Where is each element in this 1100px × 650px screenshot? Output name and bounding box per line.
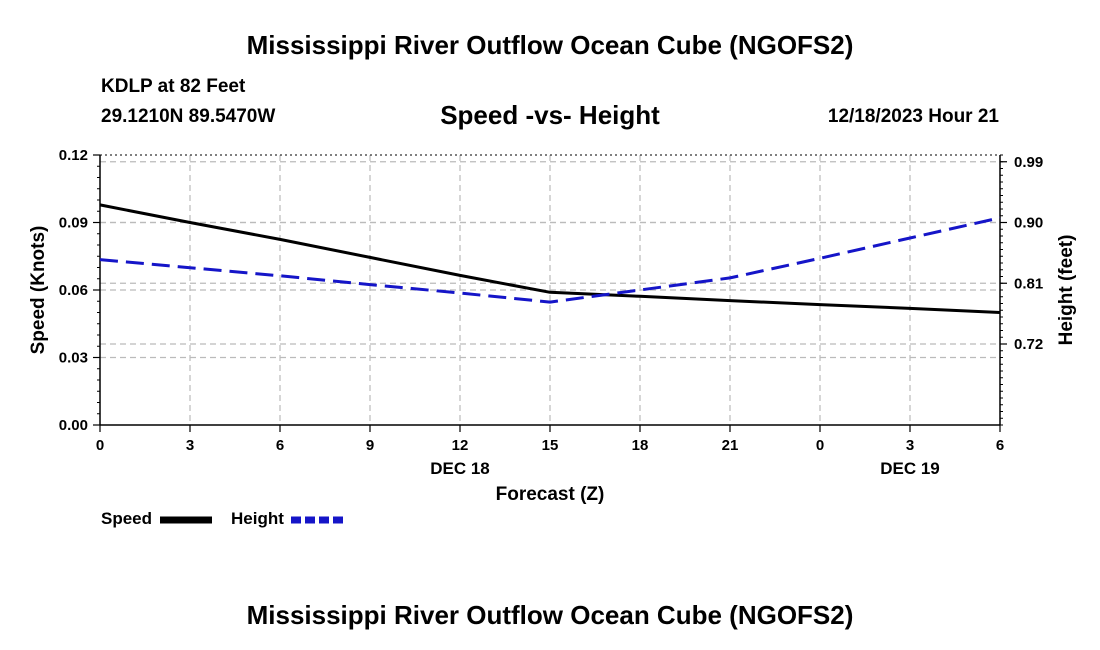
y-left-tick-label: 0.09 (59, 215, 88, 232)
x-day-label: DEC 19 (880, 459, 940, 478)
footer-title: Mississippi River Outflow Ocean Cube (NG… (246, 600, 854, 630)
chart-subtitle: Speed -vs- Height (440, 100, 660, 130)
series-lines (99, 203, 1001, 314)
x-day-label: DEC 18 (430, 459, 490, 478)
x-tick-label: 12 (452, 437, 469, 454)
y-left-tick-label: 0.12 (59, 147, 88, 164)
y-right-tick-label: 0.99 (1014, 154, 1043, 171)
y-right-tick-label: 0.72 (1014, 336, 1043, 353)
y-left-tick-label: 0.00 (59, 417, 88, 434)
x-tick-label: 18 (632, 437, 649, 454)
x-tick-label: 0 (96, 437, 104, 454)
y-left-tick-label: 0.03 (59, 350, 88, 367)
left-axis-label: Speed (Knots) (28, 226, 49, 355)
station-label: KDLP at 82 Feet (101, 76, 246, 97)
speed-series-line (99, 203, 1001, 314)
legend-height-label: Height (231, 509, 284, 528)
x-tick-label: 3 (186, 437, 194, 454)
axis-ticks: 0 3 6 9 12 15 18 21 0 3 6 DEC 18 DEC 19 0.00 0.03 0.06 0… (59, 147, 1043, 478)
station-coordinates: 29.1210N 89.5470W (101, 106, 276, 127)
x-tick-label: 3 (906, 437, 914, 454)
x-tick-label: 21 (722, 437, 739, 454)
x-tick-label: 15 (542, 437, 559, 454)
y-right-tick-label: 0.90 (1014, 215, 1043, 232)
x-axis-label: Forecast (Z) (496, 484, 605, 505)
y-right-tick-label: 0.81 (1014, 275, 1043, 292)
y-left-tick-label: 0.06 (59, 282, 88, 299)
x-tick-label: 6 (276, 437, 284, 454)
height-series-line (99, 216, 1001, 304)
right-axis-label: Height (feet) (1056, 235, 1077, 346)
forecast-datetime: 12/18/2023 Hour 21 (827, 106, 999, 127)
chart-title: Mississippi River Outflow Ocean Cube (NG… (246, 30, 854, 60)
x-tick-label: 9 (366, 437, 374, 454)
x-tick-label: 0 (816, 437, 824, 454)
x-tick-label: 6 (996, 437, 1004, 454)
legend-speed-label: Speed (101, 509, 153, 528)
grid-lines (100, 155, 1000, 425)
